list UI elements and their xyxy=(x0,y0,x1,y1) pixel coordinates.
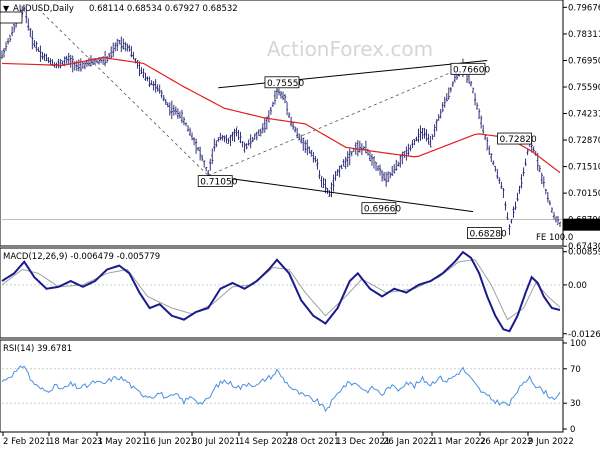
price-ytick-label: 0.70150 xyxy=(568,189,600,199)
price-panel-frame xyxy=(0,0,564,247)
level-label-box xyxy=(467,227,502,239)
level-label: 0.69660 xyxy=(364,205,401,215)
x-tick-label: 28 Oct 2021 xyxy=(287,437,340,447)
level-label-box xyxy=(361,202,397,215)
price-ytick-label: 0.74231 xyxy=(568,110,600,120)
level-label: 0.76600 xyxy=(453,65,490,75)
trendline xyxy=(208,175,474,213)
level-label-box xyxy=(197,175,233,187)
dashed-trendline xyxy=(38,8,209,176)
x-tick-label: 9 Jun 2022 xyxy=(528,437,574,447)
macd-ytick-label: -0.01267 xyxy=(568,330,600,340)
rsi-ytick-label: 30 xyxy=(570,399,581,409)
x-tick-label: 26 Apr 2022 xyxy=(480,437,533,447)
level-label: 0.71050 xyxy=(200,178,237,188)
moving-average-line xyxy=(1,56,561,174)
price-ytick-label: 0.72870 xyxy=(568,136,600,146)
dashed-trendline xyxy=(208,66,464,176)
offscreen-level-box xyxy=(0,11,23,24)
macd-panel-frame xyxy=(0,247,564,339)
level-label: 0.75550 xyxy=(267,79,304,89)
price-ytick-label: 0.75590 xyxy=(568,83,600,93)
price-header-ohlc: 0.68114 0.68534 0.67927 0.68532 xyxy=(89,4,238,14)
level-label-box xyxy=(450,62,486,75)
macd-line xyxy=(1,250,561,333)
level-label-box xyxy=(497,132,532,145)
price-ytick-label: 0.71510 xyxy=(568,163,600,173)
level-label: 0.72820 xyxy=(500,135,537,145)
x-tick-label: 14 Sep 2021 xyxy=(239,437,293,447)
x-tick-label: 3 May 2021 xyxy=(97,437,147,447)
x-tick-label: 13 Dec 2021 xyxy=(336,437,390,447)
macd-ytick-label: 0.00 xyxy=(568,281,587,291)
price-header-symbol: AUDUSD,Daily xyxy=(13,4,74,14)
price-ytick-label: 0.76950 xyxy=(568,56,600,66)
rsi-ytick-label: 70 xyxy=(570,365,581,375)
macd-signal-line xyxy=(1,259,561,321)
level-label: 0.68280 xyxy=(469,230,506,240)
price-ytick-label: 0.79676 xyxy=(568,3,600,13)
x-tick-label: 30 Jul 2021 xyxy=(192,437,240,447)
x-tick-label: 18 Mar 2021 xyxy=(49,437,103,447)
x-tick-label: 26 Jan 2022 xyxy=(383,437,434,447)
watermark: ActionForex.com xyxy=(267,37,433,61)
macd-header: MACD(12,26,9) -0.006479 -0.005779 xyxy=(3,252,160,262)
x-tick-label: 16 Jun 2021 xyxy=(145,437,196,447)
macd-ytick-label: 0.008595 xyxy=(568,248,600,258)
current-price-tag xyxy=(563,218,600,231)
rsi-header: RSI(14) 39.6781 xyxy=(3,344,72,354)
x-tick-label: 11 Mar 2022 xyxy=(432,437,486,447)
trendline xyxy=(218,59,488,89)
rsi-ytick-label: 0 xyxy=(570,425,575,435)
rsi-line xyxy=(1,365,561,413)
rsi-panel-frame xyxy=(0,339,564,433)
level-label-box xyxy=(264,76,300,89)
price-ytick-label: 0.78311 xyxy=(568,30,600,40)
rsi-ytick-label: 100 xyxy=(570,339,586,349)
chart-menu-arrow-icon[interactable]: ▼ xyxy=(3,4,10,13)
fe-label: FE 100.0 xyxy=(536,233,573,243)
price-ytick-label: 0.67430 xyxy=(568,242,600,252)
x-tick-label: 2 Feb 2021 xyxy=(3,437,51,447)
current-price-label: 0.68532 xyxy=(565,221,600,231)
